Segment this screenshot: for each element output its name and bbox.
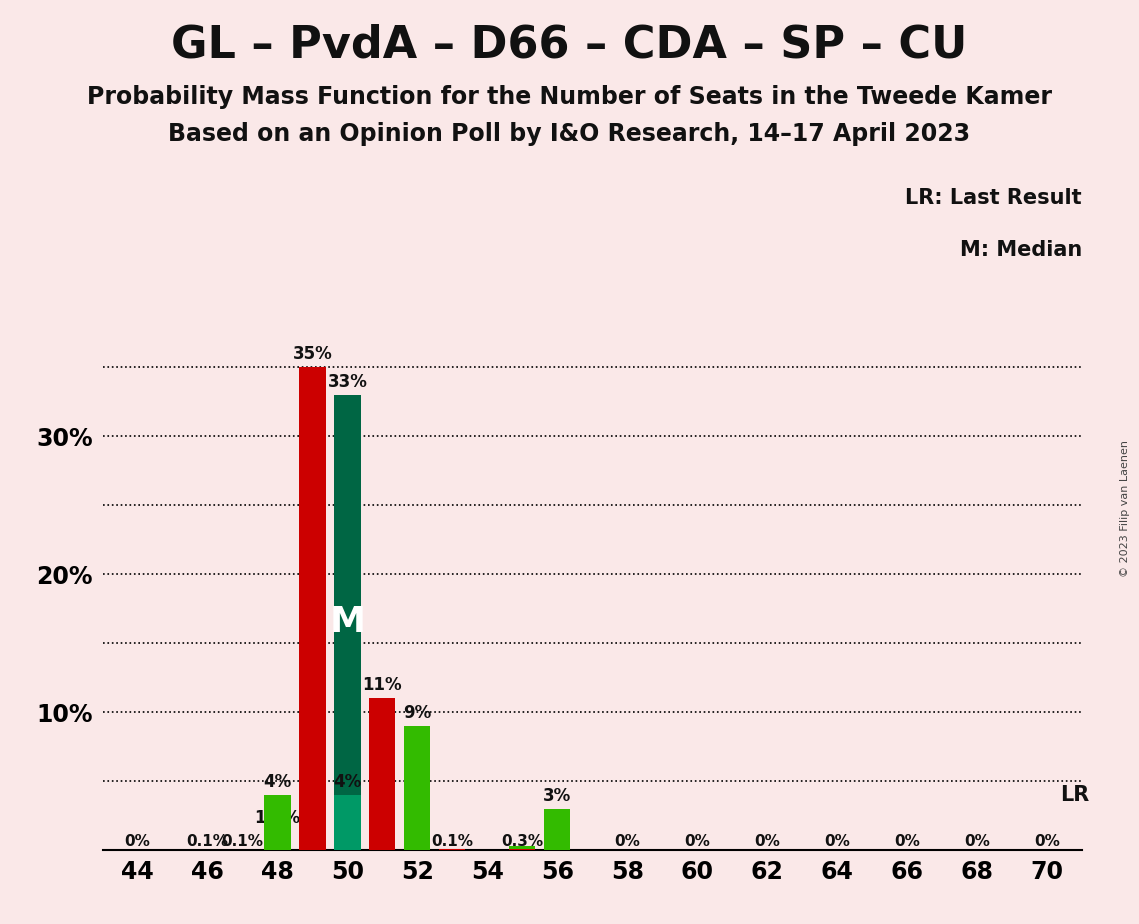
Text: 4%: 4% — [263, 772, 292, 791]
Text: 0%: 0% — [1034, 833, 1060, 849]
Bar — [440, 849, 466, 850]
Text: 0.3%: 0.3% — [501, 833, 543, 849]
Text: 0%: 0% — [894, 833, 920, 849]
Text: 3%: 3% — [543, 786, 572, 805]
Text: 1.4%: 1.4% — [254, 808, 301, 827]
Text: LR: Last Result: LR: Last Result — [906, 188, 1082, 208]
Bar — [369, 699, 395, 850]
Text: Based on an Opinion Poll by I&O Research, 14–17 April 2023: Based on an Opinion Poll by I&O Research… — [169, 122, 970, 146]
Text: 0%: 0% — [124, 833, 150, 849]
Text: 4%: 4% — [334, 772, 361, 791]
Bar — [509, 846, 535, 850]
Text: 0.1%: 0.1% — [221, 833, 263, 849]
Bar — [264, 831, 290, 850]
Text: 0%: 0% — [754, 833, 780, 849]
Text: M: M — [329, 605, 366, 639]
Bar — [404, 726, 431, 850]
Bar — [440, 849, 466, 850]
Bar — [544, 808, 571, 850]
Text: 9%: 9% — [403, 704, 432, 722]
Text: M: Median: M: Median — [960, 239, 1082, 260]
Bar — [334, 395, 361, 850]
Bar — [300, 367, 326, 850]
Text: 35%: 35% — [293, 345, 333, 363]
Text: Probability Mass Function for the Number of Seats in the Tweede Kamer: Probability Mass Function for the Number… — [87, 85, 1052, 109]
Text: 0.1%: 0.1% — [187, 833, 229, 849]
Text: 0%: 0% — [964, 833, 990, 849]
Bar — [334, 795, 361, 850]
Text: 0%: 0% — [825, 833, 850, 849]
Text: LR: LR — [1059, 785, 1089, 805]
Text: 33%: 33% — [327, 372, 368, 391]
Bar — [509, 849, 535, 850]
Text: 0.1%: 0.1% — [432, 833, 474, 849]
Text: 11%: 11% — [362, 676, 402, 694]
Text: GL – PvdA – D66 – CDA – SP – CU: GL – PvdA – D66 – CDA – SP – CU — [171, 23, 968, 67]
Bar — [264, 795, 290, 850]
Text: © 2023 Filip van Laenen: © 2023 Filip van Laenen — [1121, 440, 1130, 577]
Text: 0%: 0% — [614, 833, 640, 849]
Text: 0%: 0% — [685, 833, 711, 849]
